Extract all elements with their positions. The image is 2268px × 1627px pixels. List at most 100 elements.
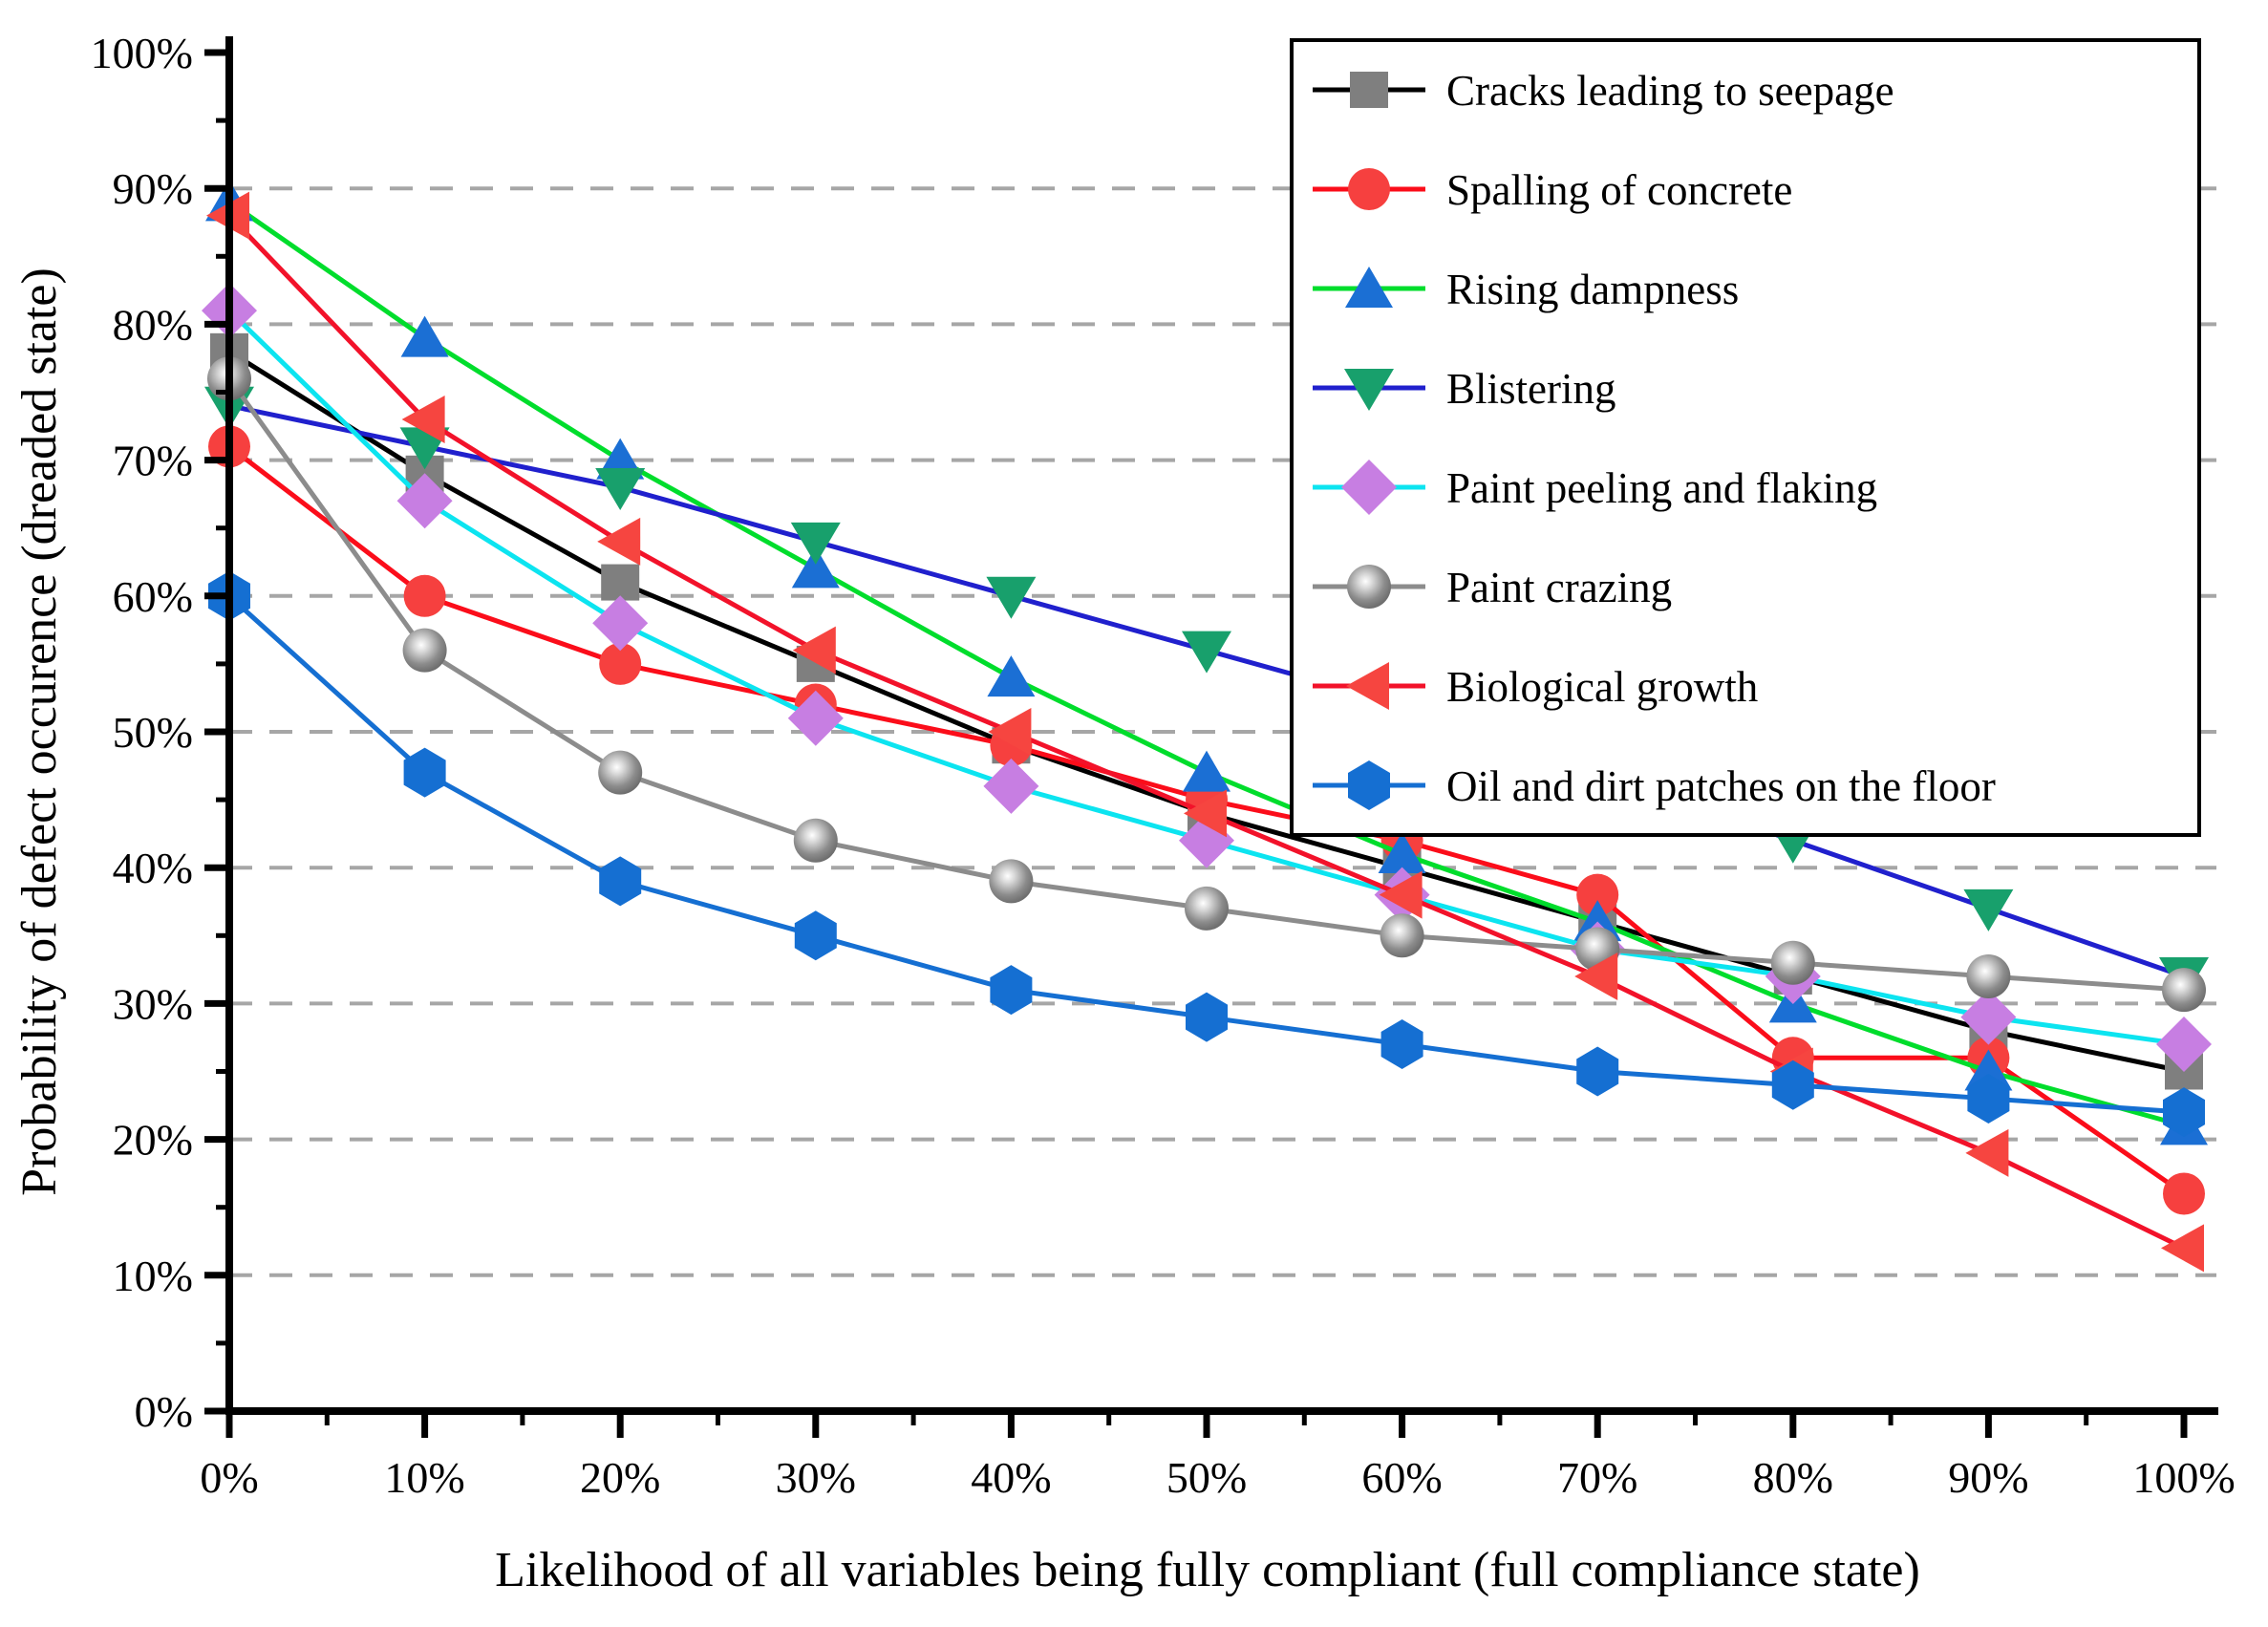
series-5-marker (598, 750, 643, 795)
legend-label: Biological growth (1446, 663, 1758, 711)
legend-entry-7: Oil and dirt patches on the floor (1313, 760, 1996, 810)
y-tick-label: 70% (113, 437, 193, 485)
y-tick-label: 10% (113, 1252, 193, 1300)
legend-box (1290, 38, 2201, 837)
series-4-marker (2156, 1017, 2212, 1073)
legend: Cracks leading to seepage Spalling of con… (1290, 38, 2201, 837)
series-3-marker (790, 522, 841, 565)
legend-marker-sphere-icon (1347, 565, 1391, 609)
y-tick-label: 60% (113, 572, 193, 621)
series-5-marker (1770, 940, 1815, 985)
y-tick-label: 90% (113, 164, 193, 213)
legend-marker-diamond-icon (1341, 460, 1397, 515)
series-6-marker (597, 517, 641, 566)
series-6-marker (988, 708, 1032, 756)
legend-label: Paint crazing (1446, 564, 1672, 611)
legend-marker-triangle-up-icon (1345, 267, 1393, 308)
series-5-marker (1380, 913, 1424, 958)
series-4-marker (1960, 989, 2017, 1045)
legend-entry-0: Cracks leading to seepage (1313, 67, 1894, 115)
series-2-marker (400, 315, 449, 357)
legend-marker-hexagon-icon (1348, 760, 1390, 810)
series-7-marker (1576, 1046, 1619, 1097)
legend-marker-square-icon (1350, 72, 1388, 108)
series-5-marker (793, 818, 838, 863)
y-tick-label: 50% (113, 708, 193, 757)
y-axis-title: Probability of defect occurence (dreaded… (12, 268, 67, 1196)
series-5-marker (1185, 886, 1229, 931)
series-6-marker (1965, 1128, 2009, 1177)
series-6-marker (401, 395, 445, 443)
y-tick-label: 80% (113, 300, 193, 349)
x-tick-label: 10% (384, 1453, 464, 1502)
legend-entry-2: Rising dampness (1313, 266, 1739, 313)
legend-marker-circle-icon (1348, 168, 1390, 210)
y-tick-label: 30% (113, 979, 193, 1028)
series-7-marker (1380, 1019, 1423, 1070)
series-6-marker (792, 626, 836, 674)
series-4-marker (592, 595, 649, 652)
series-2-marker (791, 546, 840, 589)
x-tick-label: 60% (1361, 1453, 1442, 1502)
series-6-marker (1184, 789, 1227, 838)
y-tick-label: 20% (113, 1116, 193, 1165)
series-1-marker (2163, 1172, 2205, 1215)
series-2-marker (1964, 1049, 2013, 1091)
legend-entry-5: Paint crazing (1313, 564, 1672, 611)
series-3-marker (595, 468, 646, 511)
x-tick-label: 0% (200, 1453, 258, 1502)
x-axis-title: Likelihood of all variables being fully … (495, 1543, 1920, 1597)
series-7-marker (1771, 1060, 1814, 1110)
series-4-marker (787, 690, 844, 746)
series-2-marker (1183, 750, 1230, 792)
series-6-marker (1379, 870, 1423, 919)
series-3-marker (1963, 888, 2014, 931)
legend-marker-triangle-down-icon (1344, 369, 1394, 411)
series-1-marker (403, 574, 446, 617)
legend-label: Paint peeling and flaking (1446, 464, 1877, 512)
legend-label: Rising dampness (1446, 266, 1739, 313)
legend-label: Spalling of concrete (1446, 166, 1792, 214)
x-tick-label: 90% (1948, 1453, 2028, 1502)
series-7-marker (990, 965, 1033, 1016)
series-4-marker (396, 473, 453, 529)
series-7-marker (599, 856, 642, 907)
series-3-marker (1182, 631, 1231, 674)
axes-layer: 0% 10% 20% 30% 40% 50% 60% 70% 80% 90% 100% 0% 10% 20… (91, 29, 2236, 1502)
series-5-marker (989, 859, 1034, 904)
x-tick-label: 20% (580, 1453, 660, 1502)
x-tick-label: 40% (971, 1453, 1051, 1502)
y-tick-label: 40% (113, 844, 193, 892)
legend-label: Cracks leading to seepage (1446, 67, 1894, 115)
series-7-marker (794, 910, 837, 961)
legend-entry-4: Paint peeling and flaking (1313, 460, 1877, 515)
legend-entry-1: Spalling of concrete (1313, 166, 1792, 214)
series-1-marker (1576, 873, 1619, 916)
x-tick-label: 100% (2132, 1453, 2235, 1502)
x-tick-label: 30% (776, 1453, 856, 1502)
series-4-marker (983, 758, 1039, 814)
series-5-marker (1966, 953, 2011, 998)
series-2-marker (1378, 831, 1426, 873)
x-tick-label: 80% (1753, 1453, 1833, 1502)
y-tick-label: 0% (135, 1387, 193, 1436)
x-tick-label: 50% (1166, 1453, 1247, 1502)
series-7-marker (1967, 1073, 2010, 1124)
y-tick-label: 100% (91, 29, 193, 77)
x-tick-label: 70% (1557, 1453, 1637, 1502)
series-0-marker (601, 564, 640, 601)
legend-marker-triangle-left-icon (1346, 662, 1389, 710)
series-7-marker (1186, 992, 1228, 1042)
series-7-marker (2163, 1087, 2205, 1138)
series-6-marker (2161, 1224, 2204, 1273)
legend-label: Oil and dirt patches on the floor (1446, 762, 1996, 810)
series-5-marker (2162, 968, 2206, 1013)
series-7-marker (403, 747, 446, 798)
series-3-marker (986, 576, 1037, 619)
series-1-marker (599, 642, 642, 685)
legend-entry-3: Blistering (1313, 365, 1616, 413)
series-6-marker (1574, 952, 1618, 1000)
legend-entry-6: Biological growth (1313, 662, 1758, 711)
